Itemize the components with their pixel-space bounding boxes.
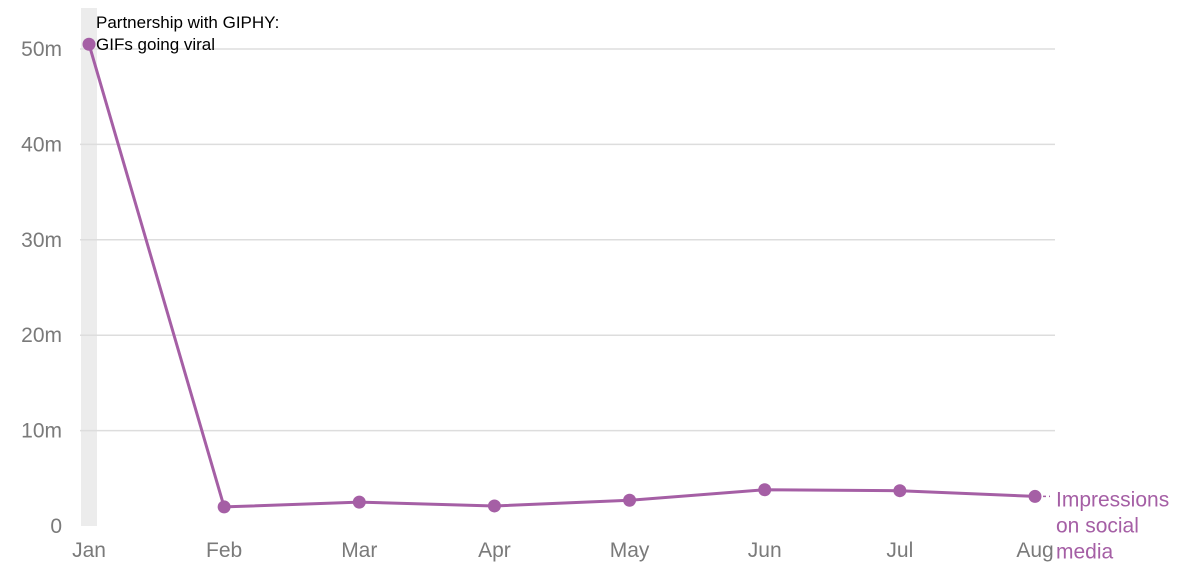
y-tick-label: 20m xyxy=(21,324,62,347)
impressions-line xyxy=(87,43,1036,509)
x-tick-label: Feb xyxy=(206,539,242,562)
x-tick-label: Jan xyxy=(72,539,106,562)
data-point-mar[interactable] xyxy=(352,495,366,509)
annotation-line: GIFs going viral xyxy=(96,35,215,54)
x-tick-label: Aug xyxy=(1016,539,1053,562)
y-tick-label: 40m xyxy=(21,133,62,156)
data-point-apr[interactable] xyxy=(487,499,501,513)
series-label: media xyxy=(1056,540,1114,563)
highlight-band-jan xyxy=(81,8,97,526)
series-label: Impressions xyxy=(1056,488,1169,511)
data-point-aug[interactable] xyxy=(1028,489,1042,503)
series-label: on social xyxy=(1056,514,1139,537)
x-tick-label: Mar xyxy=(341,539,377,562)
data-point-jul[interactable] xyxy=(893,484,907,498)
y-tick-label: 50m xyxy=(21,38,62,61)
y-tick-label: 10m xyxy=(21,420,62,443)
y-tick-label: 0 xyxy=(50,515,62,538)
data-point-feb[interactable] xyxy=(217,500,231,514)
x-tick-label: May xyxy=(610,539,650,562)
x-tick-label: Jun xyxy=(748,539,782,562)
data-point-jun[interactable] xyxy=(758,483,772,497)
x-tick-label: Apr xyxy=(478,539,511,562)
y-tick-label: 30m xyxy=(21,229,62,252)
annotation-line: Partnership with GIPHY: xyxy=(96,13,279,32)
x-tick-label: Jul xyxy=(886,539,913,562)
data-point-jan[interactable] xyxy=(82,37,96,51)
data-point-may[interactable] xyxy=(623,493,637,507)
